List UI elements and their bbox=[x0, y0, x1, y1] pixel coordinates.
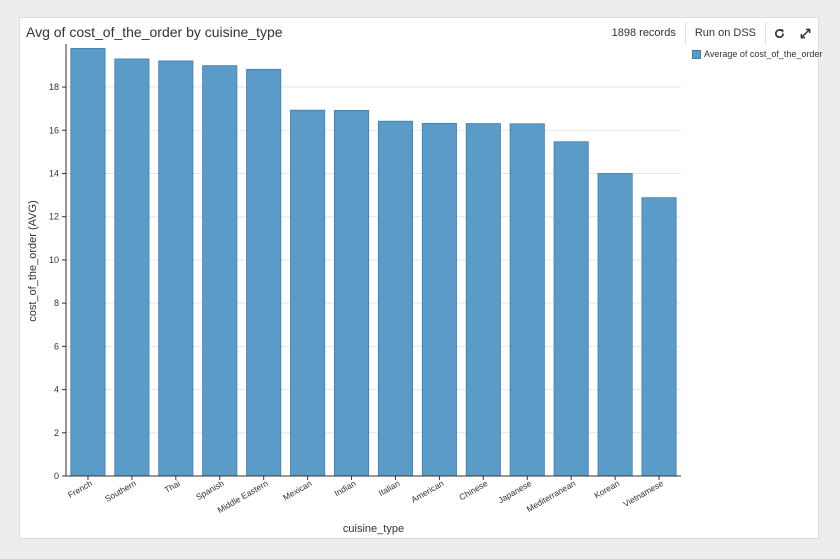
chart-toolbar: 1898 records Run on DSS bbox=[603, 22, 818, 44]
bar bbox=[641, 197, 677, 477]
bar bbox=[509, 123, 545, 477]
x-tick-label: Spanish bbox=[194, 478, 226, 502]
y-tick-label: 18 bbox=[49, 82, 59, 92]
x-tick-label: Thai bbox=[162, 478, 181, 495]
legend-label: Average of cost_of_the_order bbox=[704, 49, 823, 59]
x-tick-label: Japanese bbox=[496, 478, 533, 505]
y-axis-title: cost_of_the_order (AVG) bbox=[27, 200, 39, 321]
y-tick-label: 10 bbox=[49, 255, 59, 265]
chart-card: Avg of cost_of_the_order by cuisine_type… bbox=[19, 17, 822, 539]
bar bbox=[465, 123, 501, 477]
refresh-icon[interactable] bbox=[765, 22, 792, 44]
bar bbox=[202, 65, 238, 477]
x-tick-label: Korean bbox=[592, 478, 621, 501]
x-tick-label: Mexican bbox=[281, 478, 314, 503]
record-count: 1898 records bbox=[611, 27, 676, 39]
y-tick-label: 16 bbox=[49, 125, 59, 135]
x-tick-label: Indian bbox=[332, 478, 357, 498]
y-tick-label: 14 bbox=[49, 168, 59, 178]
x-tick-label: American bbox=[409, 478, 445, 505]
x-tick-label: French bbox=[66, 478, 94, 500]
y-tick-label: 6 bbox=[54, 341, 59, 351]
y-tick-label: 0 bbox=[54, 471, 59, 481]
x-tick-label: Italian bbox=[377, 478, 402, 498]
chart-legend[interactable]: Average of cost_of_the_order bbox=[692, 49, 822, 59]
chart-title: Avg of cost_of_the_order by cuisine_type bbox=[26, 24, 283, 40]
bar bbox=[246, 68, 282, 477]
x-axis-title: cuisine_type bbox=[343, 523, 404, 535]
y-tick-label: 8 bbox=[54, 298, 59, 308]
run-on-dss-button[interactable]: Run on DSS bbox=[684, 22, 765, 44]
bar bbox=[597, 173, 633, 477]
x-tick-label: Chinese bbox=[457, 478, 489, 502]
bar bbox=[114, 58, 150, 477]
bar-chart: 0 2 4 6 8 10 12 14 16 18 French Southern Thai Spanish… bbox=[27, 44, 681, 535]
legend-swatch bbox=[692, 49, 701, 59]
bar bbox=[334, 109, 370, 477]
y-tick-label: 2 bbox=[54, 428, 59, 438]
x-tick-label: Vietnamese bbox=[621, 478, 665, 509]
y-tick-label: 12 bbox=[49, 212, 59, 222]
bar bbox=[70, 47, 106, 477]
bar bbox=[553, 141, 589, 477]
bar bbox=[290, 109, 326, 477]
x-tick-label: Mediterranean bbox=[525, 478, 578, 514]
x-tick-label: Southern bbox=[103, 478, 138, 504]
bar bbox=[158, 60, 194, 477]
expand-icon[interactable] bbox=[792, 22, 818, 44]
bar bbox=[421, 122, 457, 477]
y-tick-label: 4 bbox=[54, 385, 59, 395]
bar bbox=[377, 120, 413, 477]
